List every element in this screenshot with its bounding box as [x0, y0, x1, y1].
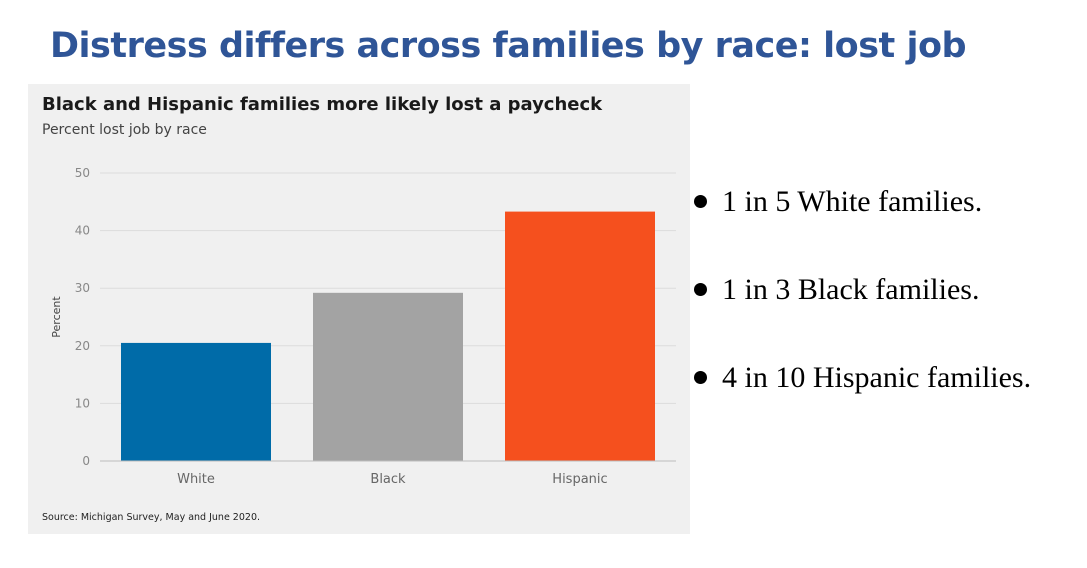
slide-title: Distress differs across families by race…	[50, 26, 967, 66]
bar-white	[121, 342, 271, 461]
chart-title: Black and Hispanic families more likely …	[42, 94, 603, 115]
bullet-dot-icon	[694, 283, 707, 296]
x-tick-label: Black	[370, 472, 406, 487]
chart-subtitle: Percent lost job by race	[42, 122, 207, 138]
bullet-dot-icon	[694, 371, 707, 384]
bullet-text: 1 in 5 White families.	[722, 185, 983, 218]
bullet-dot-icon	[694, 195, 707, 208]
y-tick-label: 40	[75, 224, 90, 238]
bullet-text: 1 in 3 Black families.	[722, 273, 980, 306]
bullet-item: 4 in 10 Hispanic families.	[692, 354, 1031, 442]
y-tick-label: 0	[82, 454, 90, 468]
bullet-text: 4 in 10 Hispanic families.	[722, 361, 1032, 394]
bullet-item: 1 in 5 White families.	[692, 178, 1031, 266]
x-tick-label: White	[177, 472, 215, 487]
x-axis-labels: White Black Hispanic	[177, 472, 608, 487]
bars	[121, 211, 655, 461]
chart-source: Source: Michigan Survey, May and June 20…	[42, 512, 261, 523]
y-axis-ticks: 0 10 20 30 40 50	[75, 166, 90, 468]
bar-hispanic	[505, 211, 655, 461]
y-axis-title: Percent	[50, 296, 63, 338]
x-tick-label: Hispanic	[552, 472, 607, 487]
bullet-item: 1 in 3 Black families.	[692, 266, 1031, 354]
y-tick-label: 20	[75, 339, 90, 353]
bullet-list: 1 in 5 White families. 1 in 3 Black fami…	[692, 178, 1031, 442]
bar-black	[313, 292, 463, 461]
y-tick-label: 30	[75, 281, 90, 295]
y-tick-label: 10	[75, 396, 90, 410]
chart-panel: Black and Hispanic families more likely …	[28, 84, 690, 534]
bar-chart: 0 10 20 30 40 50 White Black Hispanic Percent	[50, 166, 676, 487]
y-tick-label: 50	[75, 166, 90, 180]
